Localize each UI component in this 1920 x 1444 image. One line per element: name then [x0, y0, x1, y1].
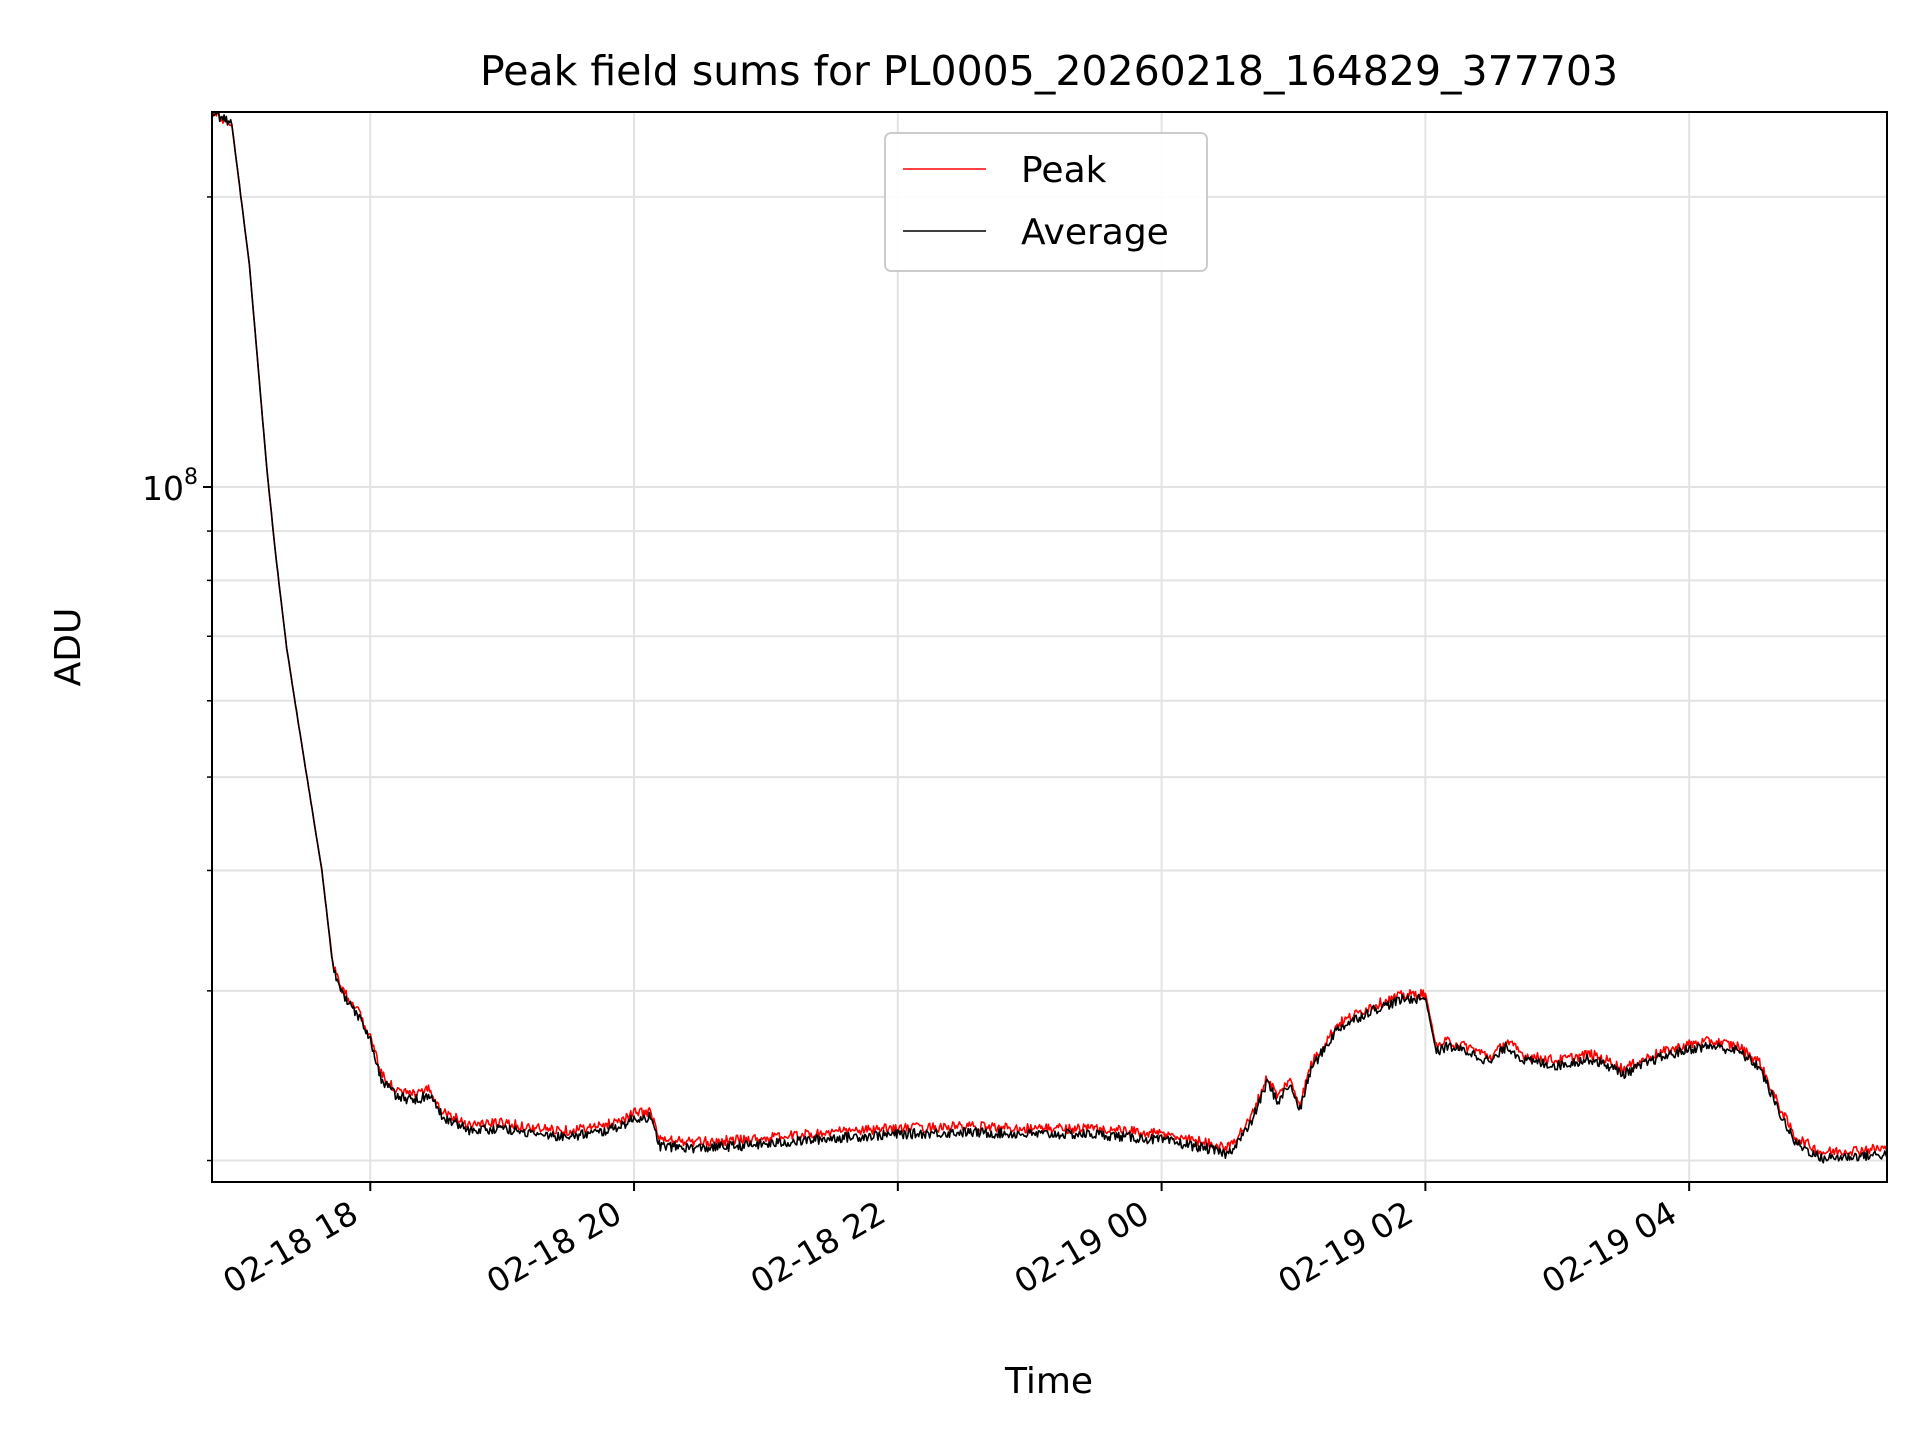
x-tick-label: 02-18 22 [744, 1193, 892, 1301]
x-tick-label: 02-18 20 [480, 1193, 628, 1301]
x-tick-label: 02-18 18 [216, 1193, 364, 1301]
x-tick-label: 02-19 00 [1008, 1193, 1156, 1301]
series-line-peak [211, 111, 1888, 1157]
legend: Peak Average [884, 132, 1208, 272]
chart-title: Peak field sums for PL0005_20260218_1648… [480, 47, 1618, 95]
grid-layer [212, 112, 1887, 1182]
series-layer [211, 111, 1888, 1164]
x-axis-label: Time [1004, 1361, 1093, 1402]
x-tick-label: 02-19 02 [1271, 1193, 1419, 1301]
legend-label-average: Average [1021, 212, 1169, 253]
series-line-average [211, 111, 1888, 1164]
y-tick-label: 108 [142, 465, 198, 508]
legend-label-peak: Peak [1021, 150, 1107, 191]
y-axis-label: ADU [48, 608, 89, 687]
plot-frame [211, 111, 1888, 1183]
legend-box [884, 132, 1208, 272]
x-tick-label: 02-19 04 [1535, 1193, 1683, 1301]
